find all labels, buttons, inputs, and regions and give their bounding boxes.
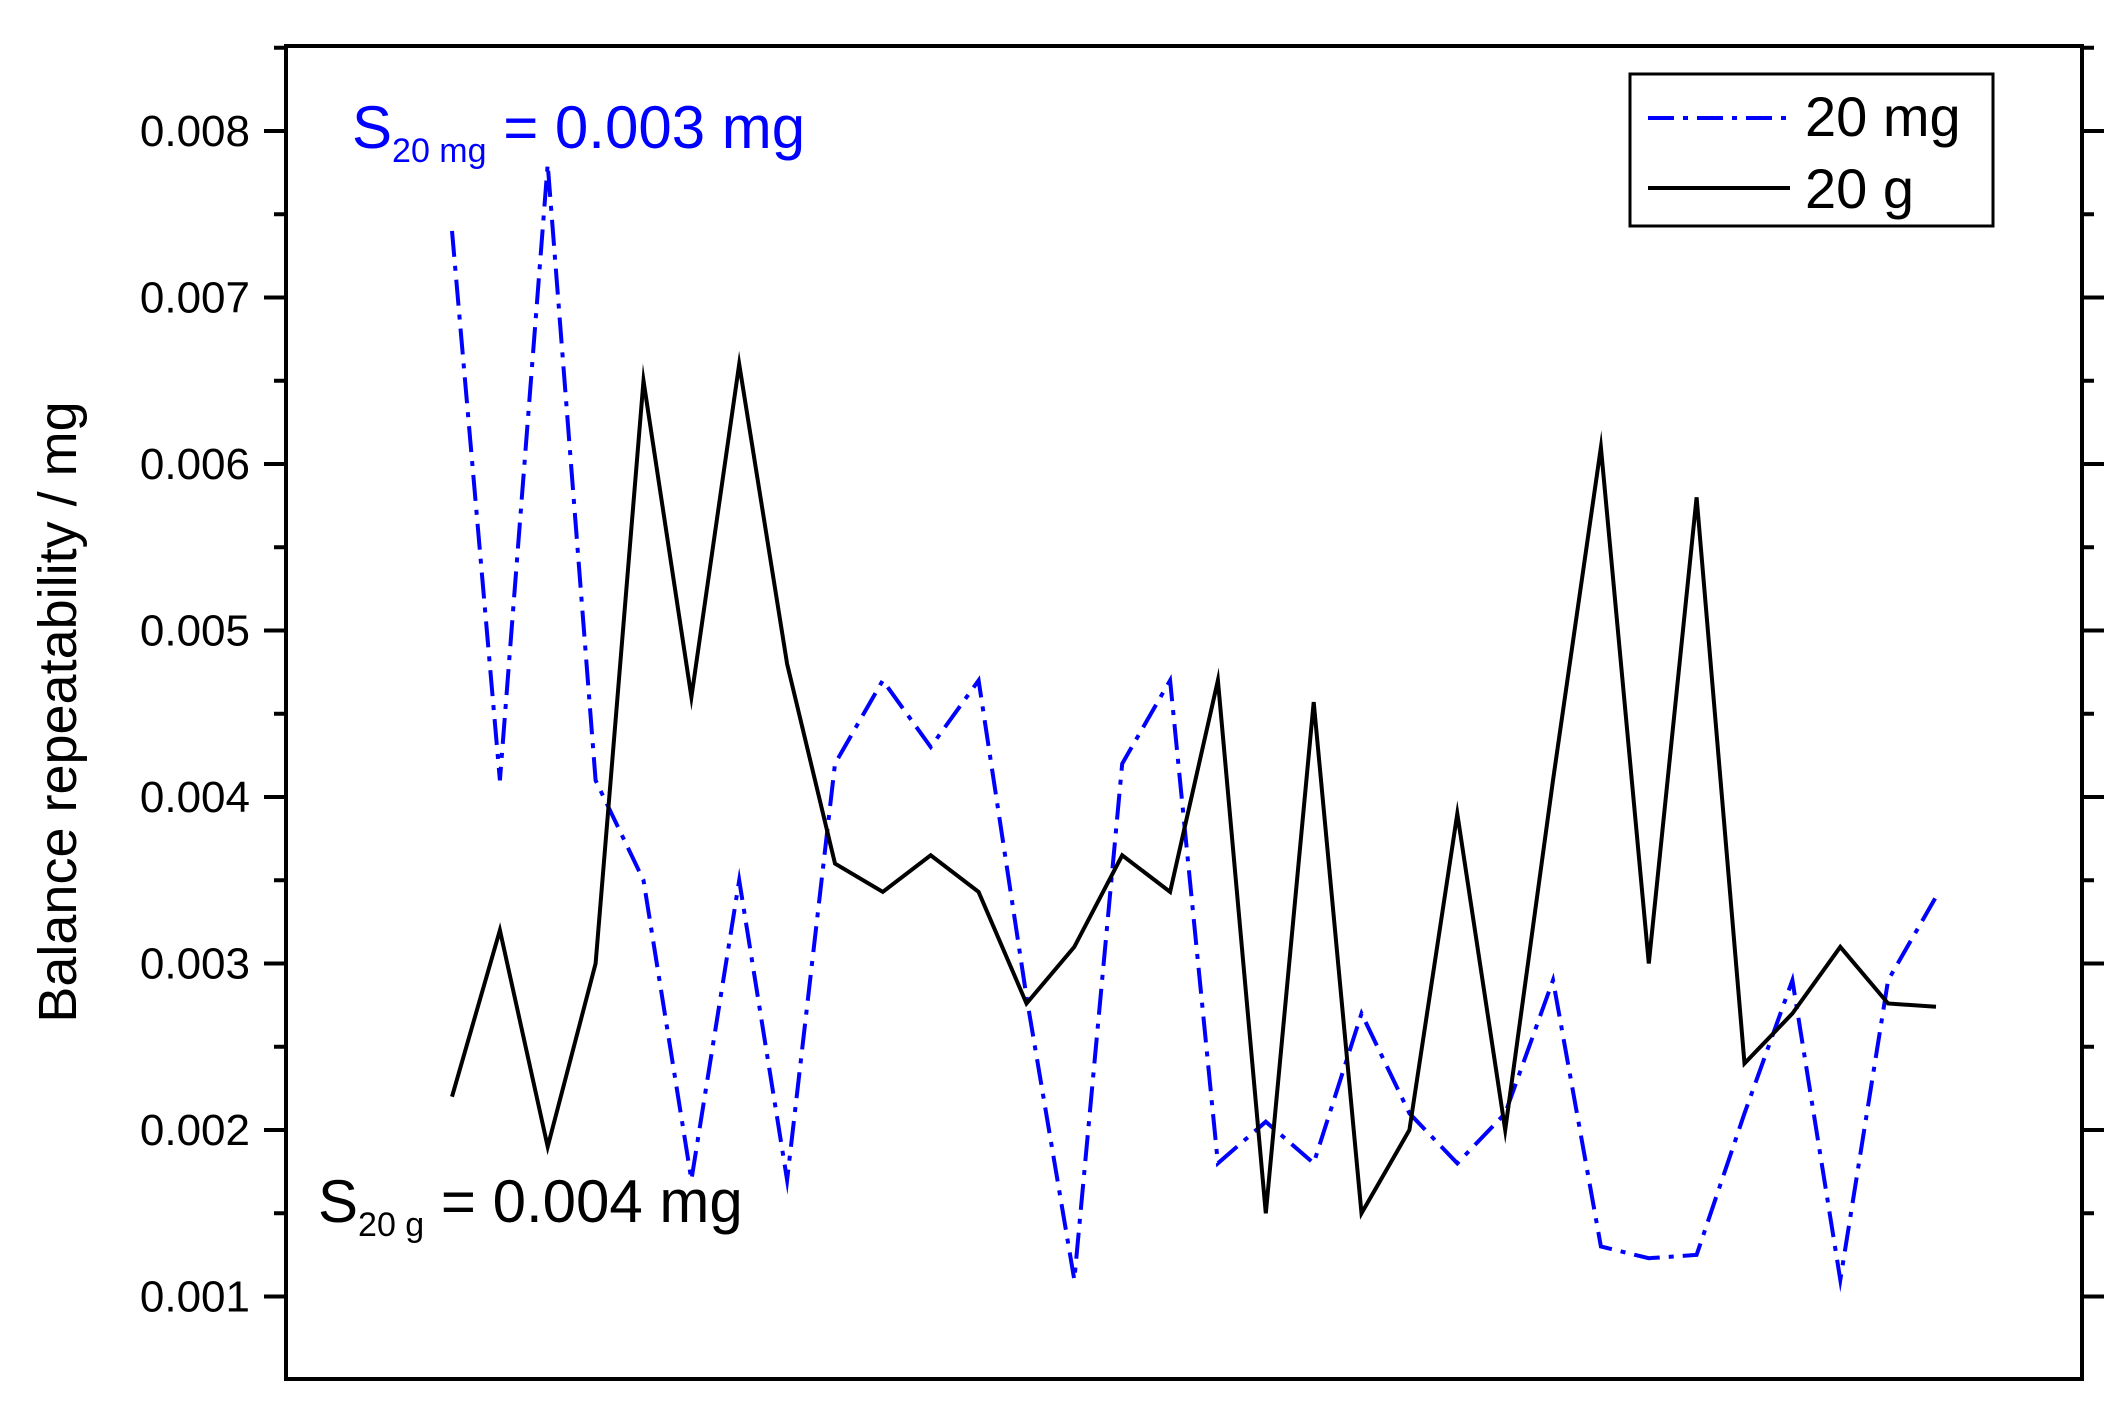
- y-tick-label: 0.005: [140, 607, 250, 656]
- y-tick-label: 0.004: [140, 773, 250, 822]
- annotation-s-20-g-main: S: [318, 1168, 358, 1235]
- annotation-s-20-mg-value: = 0.003 mg: [487, 94, 806, 161]
- plot-area: [284, 44, 2084, 1381]
- legend-box: [1628, 72, 1995, 228]
- legend-label-20-g: 20 g: [1805, 157, 1914, 220]
- annotation-s-20-mg-subscript: 20 mg: [392, 132, 487, 170]
- annotation-s-20-g-subscript: 20 g: [358, 1206, 424, 1244]
- y-axis-tick-labels: 0.001 0.002 0.003 0.004 0.005 0.006 0.007 0.008: [140, 107, 250, 1322]
- right-axis-ticks: [2082, 45, 2104, 1299]
- annotation-s-20-mg-main: S: [352, 94, 392, 161]
- legend: 20 mg 20 g: [1628, 72, 1995, 228]
- y-tick-label: 0.003: [140, 940, 250, 989]
- annotation-s-20-mg: S20 mg = 0.003 mg: [352, 94, 805, 170]
- series-layer: [450, 164, 1938, 1296]
- y-tick-label: 0.001: [140, 1273, 250, 1322]
- legend-label-20-mg: 20 mg: [1805, 85, 1961, 148]
- y-tick-label: 0.008: [140, 107, 250, 156]
- annotation-s-20-g: S20 g = 0.004 mg: [318, 1168, 743, 1244]
- annotation-s-20-g-value: = 0.004 mg: [424, 1168, 743, 1235]
- y-tick-label: 0.006: [140, 440, 250, 489]
- y-axis-title: Balance repeatability / mg: [28, 401, 88, 1022]
- y-tick-label: 0.002: [140, 1106, 250, 1155]
- series-line-20-mg: [450, 164, 1938, 1296]
- y-tick-label: 0.007: [140, 274, 250, 323]
- series-line-20-g: [450, 350, 1937, 1220]
- y-axis-ticks: [264, 45, 286, 1299]
